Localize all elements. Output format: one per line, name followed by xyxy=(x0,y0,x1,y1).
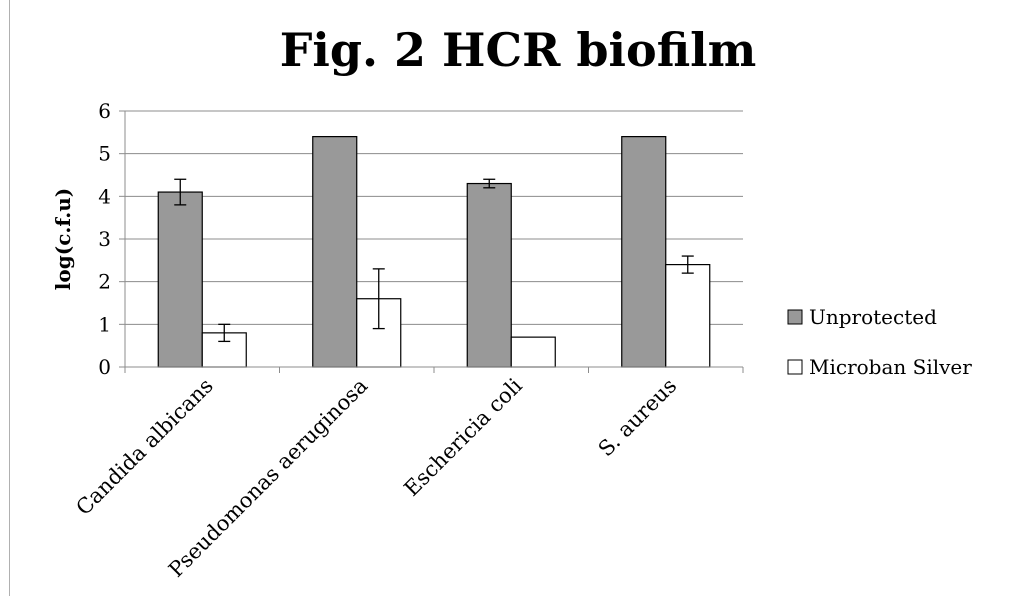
legend-swatch xyxy=(787,309,803,325)
y-tick-label: 6 xyxy=(98,99,111,123)
y-tick-label: 2 xyxy=(98,270,111,294)
bar xyxy=(157,191,203,368)
x-tick-label: Candida albicans xyxy=(71,374,217,520)
y-tick-label: 1 xyxy=(98,312,111,336)
bar xyxy=(312,136,358,368)
y-axis-ticks: 0 1 2 3 4 5 6 xyxy=(98,99,125,379)
bar xyxy=(665,264,711,368)
legend-label: Microban Silver xyxy=(809,355,972,379)
page-border-line xyxy=(9,0,10,596)
bar xyxy=(510,336,556,368)
bar xyxy=(466,182,512,368)
y-tick-label: 5 xyxy=(98,142,111,166)
axes xyxy=(124,111,744,373)
bars xyxy=(157,136,711,368)
error-bars xyxy=(174,178,694,343)
legend-label: Unprotected xyxy=(809,305,937,329)
chart-title: Fig. 2 HCR biofilm xyxy=(280,23,757,77)
x-tick-label: S. aureus xyxy=(594,374,682,462)
legend: Unprotected Microban Silver xyxy=(787,305,972,379)
x-tick-label: Eschericia coli xyxy=(399,373,527,501)
bar xyxy=(621,136,667,368)
y-axis-label: log(c.f.u) xyxy=(51,188,75,290)
legend-swatch xyxy=(787,359,803,375)
y-tick-label: 0 xyxy=(98,355,111,379)
y-tick-label: 3 xyxy=(98,227,111,251)
y-tick-label: 4 xyxy=(98,184,111,208)
